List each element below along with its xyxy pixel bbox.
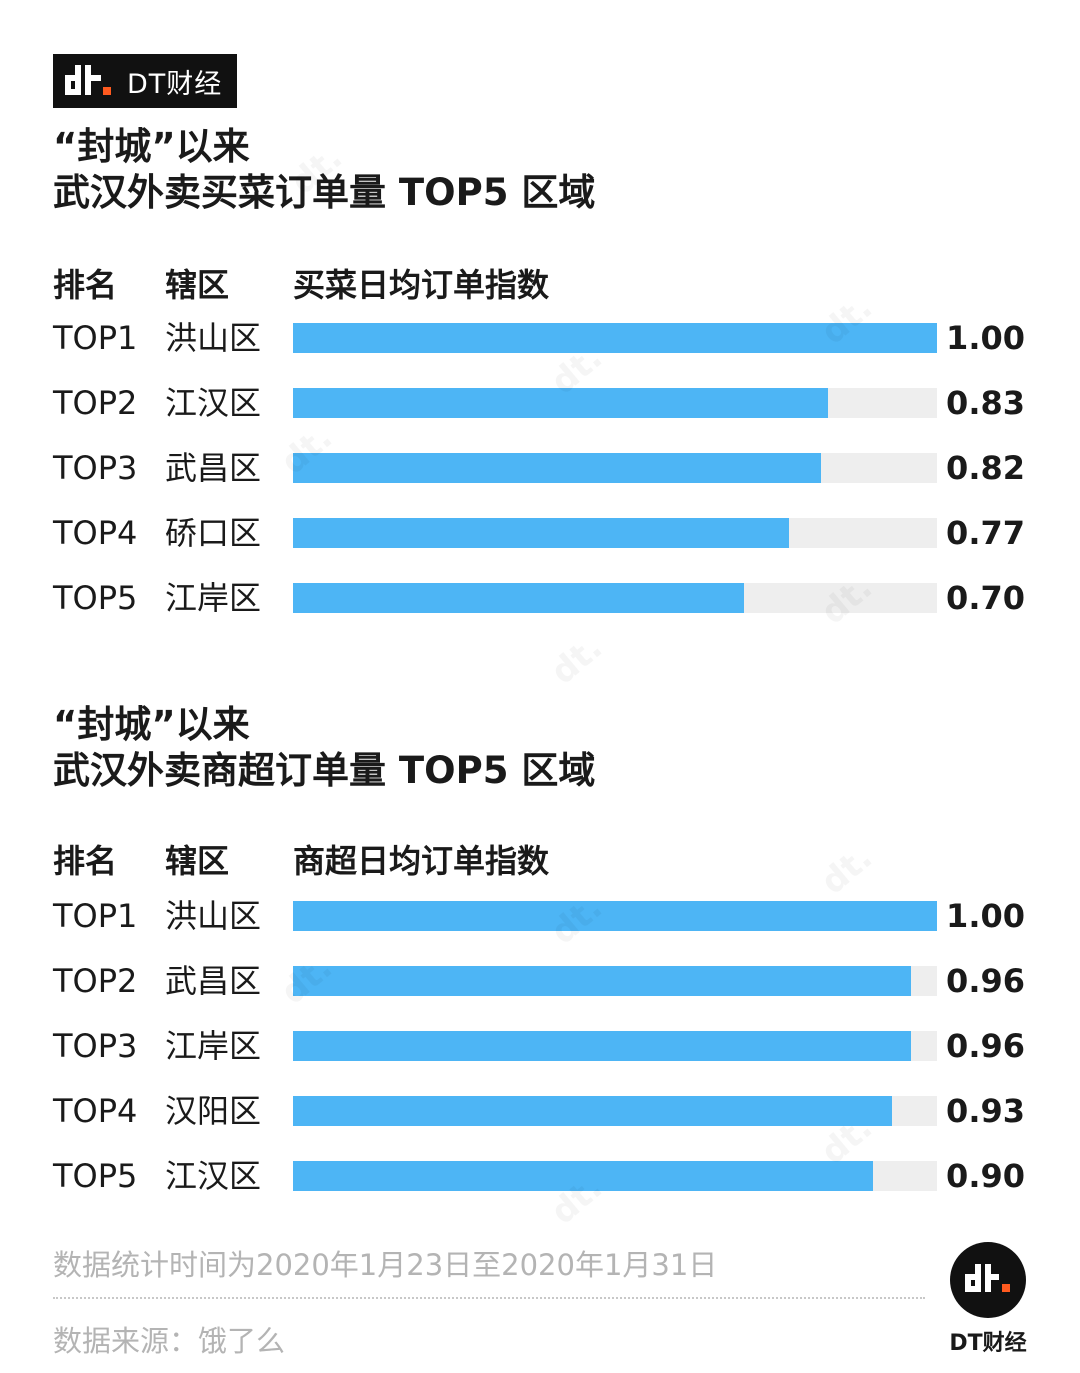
bar-row: TOP3 武昌区 0.82: [53, 446, 1043, 490]
bar-track: [293, 901, 937, 931]
rank-label: TOP5: [53, 579, 138, 617]
bar-row: TOP1 洪山区 1.00: [53, 316, 1043, 360]
dt-logo-icon: [950, 1242, 1026, 1318]
chart-title-line-2: 武汉外卖商超订单量 TOP5 区域: [53, 749, 596, 792]
bar: [293, 966, 912, 996]
chart-title-line-2: 武汉外卖买菜订单量 TOP5 区域: [53, 171, 596, 214]
header-district: 辖区: [165, 842, 230, 880]
bar: [293, 453, 822, 483]
bar-track: [293, 966, 937, 996]
district-label: 洪山区: [165, 319, 262, 357]
district-label: 武昌区: [165, 449, 262, 487]
district-label: 汉阳区: [165, 1092, 262, 1130]
rank-label: TOP2: [53, 384, 138, 422]
value-label: 0.96: [946, 1027, 1025, 1065]
district-label: 江汉区: [165, 384, 262, 422]
footer-divider: [53, 1297, 925, 1299]
date-range-note: 数据统计时间为2020年1月23日至2020年1月31日: [53, 1248, 718, 1282]
header-rank: 排名: [53, 842, 118, 880]
bar-row: TOP4 汉阳区 0.93: [53, 1089, 1043, 1133]
bar: [293, 388, 828, 418]
bar-row: TOP5 江汉区 0.90: [53, 1154, 1043, 1198]
value-label: 0.90: [946, 1157, 1025, 1195]
dt-logo-icon: [65, 65, 111, 95]
bar-row: TOP3 江岸区 0.96: [53, 1024, 1043, 1068]
bar-track: [293, 518, 937, 548]
bar: [293, 583, 744, 613]
bar: [293, 1031, 912, 1061]
bar-track: [293, 388, 937, 418]
brand-name: DT财经: [127, 68, 223, 100]
corner-brand-name: DT财经: [949, 1331, 1027, 1356]
bar-track: [293, 323, 937, 353]
rank-label: TOP2: [53, 962, 138, 1000]
header-metric: 商超日均订单指数: [293, 842, 550, 880]
value-label: 0.77: [946, 514, 1025, 552]
bar: [293, 901, 937, 931]
value-label: 0.96: [946, 962, 1025, 1000]
bar-track: [293, 453, 937, 483]
bar-row: TOP1 洪山区 1.00: [53, 894, 1043, 938]
district-label: 江岸区: [165, 579, 262, 617]
rank-label: TOP1: [53, 897, 138, 935]
value-label: 0.82: [946, 449, 1025, 487]
watermark: dt.: [813, 837, 880, 902]
bar-row: TOP2 武昌区 0.96: [53, 959, 1043, 1003]
bar: [293, 323, 937, 353]
bar-row: TOP5 江岸区 0.70: [53, 576, 1043, 620]
rank-label: TOP3: [53, 449, 138, 487]
rank-label: TOP5: [53, 1157, 138, 1195]
brand-logo: DT财经: [53, 54, 237, 108]
chart-title-line-1: “封城”以来: [53, 703, 250, 746]
bar-row: TOP4 硚口区 0.77: [53, 511, 1043, 555]
bar: [293, 518, 789, 548]
value-label: 1.00: [946, 319, 1025, 357]
bar-track: [293, 1096, 937, 1126]
district-label: 洪山区: [165, 897, 262, 935]
district-label: 硚口区: [165, 514, 262, 552]
rank-label: TOP1: [53, 319, 138, 357]
value-label: 0.70: [946, 579, 1025, 617]
bar-row: TOP2 江汉区 0.83: [53, 381, 1043, 425]
header-metric: 买菜日均订单指数: [293, 266, 550, 304]
rank-label: TOP3: [53, 1027, 138, 1065]
district-label: 武昌区: [165, 962, 262, 1000]
watermark: dt.: [543, 627, 610, 692]
value-label: 1.00: [946, 897, 1025, 935]
rank-label: TOP4: [53, 514, 138, 552]
header-rank: 排名: [53, 266, 118, 304]
district-label: 江汉区: [165, 1157, 262, 1195]
bar-track: [293, 583, 937, 613]
value-label: 0.93: [946, 1092, 1025, 1130]
data-source: 数据来源：饿了么: [53, 1324, 286, 1358]
chart-section-2: “封城”以来 武汉外卖商超订单量 TOP5 区域 排名 辖区 商超日均订单指数 …: [53, 702, 1043, 1195]
header-district: 辖区: [165, 266, 230, 304]
bar: [293, 1096, 892, 1126]
bar-track: [293, 1031, 937, 1061]
district-label: 江岸区: [165, 1027, 262, 1065]
bar-track: [293, 1161, 937, 1191]
chart-title-line-1: “封城”以来: [53, 125, 250, 168]
rank-label: TOP4: [53, 1092, 138, 1130]
chart-section-1: “封城”以来 武汉外卖买菜订单量 TOP5 区域 排名 辖区 买菜日均订单指数 …: [53, 124, 1043, 617]
value-label: 0.83: [946, 384, 1025, 422]
bar: [293, 1161, 873, 1191]
